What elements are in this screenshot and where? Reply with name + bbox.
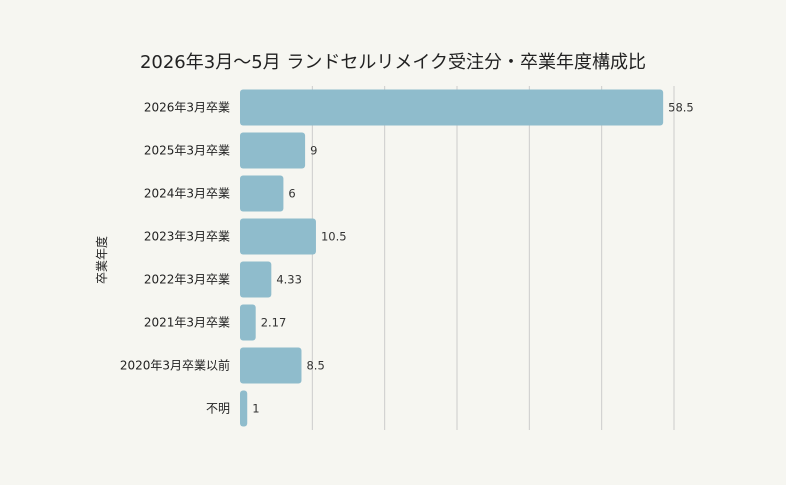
bar [240, 175, 284, 212]
category-label: 2022年3月卒業 [144, 273, 230, 287]
category-label: 不明 [206, 402, 230, 416]
value-label: 10.5 [321, 230, 347, 244]
value-label: 58.5 [668, 101, 694, 115]
category-label: 2021年3月卒業 [144, 316, 230, 330]
bar [240, 390, 248, 427]
value-label: 6 [288, 187, 295, 201]
y-axis-title: 卒業年度 [94, 236, 109, 284]
bar [240, 132, 306, 169]
category-label: 2026年3月卒業 [144, 101, 230, 115]
chart-title: 2026年3月〜5月 ランドセルリメイク受注分・卒業年度構成比 [140, 52, 646, 73]
category-label: 2024年3月卒業 [144, 187, 230, 201]
category-label: 2025年3月卒業 [144, 144, 230, 158]
category-label: 2023年3月卒業 [144, 230, 230, 244]
value-label: 2.17 [261, 316, 287, 330]
bar [240, 89, 664, 126]
value-label: 9 [310, 144, 317, 158]
bar [240, 304, 256, 341]
category-label: 2020年3月卒業以前 [120, 358, 230, 373]
value-label: 8.5 [306, 359, 324, 373]
bars [240, 89, 664, 427]
value-label: 4.33 [276, 273, 302, 287]
value-labels: 58.5 9 6 10.5 4.33 2.17 8.5 1 [252, 101, 694, 416]
value-label: 1 [252, 402, 259, 416]
bar [240, 347, 302, 384]
bar [240, 261, 272, 298]
grid-lines [311, 86, 675, 430]
category-labels: 2026年3月卒業 2025年3月卒業 2024年3月卒業 2023年3月卒業 2022… [120, 101, 230, 416]
bar [240, 218, 316, 255]
